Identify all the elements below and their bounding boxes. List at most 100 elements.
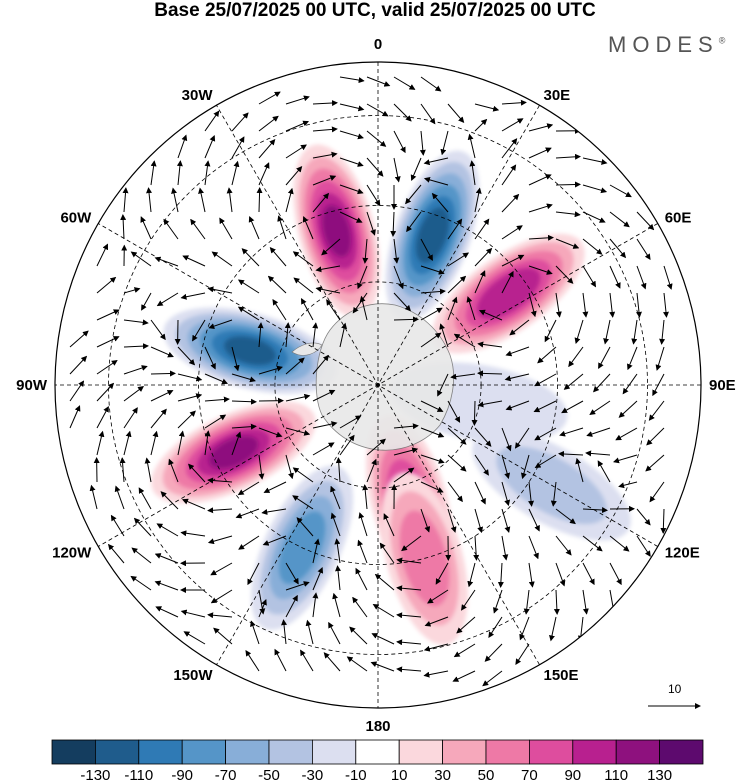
wind-vector	[146, 187, 153, 213]
wind-vector	[231, 112, 249, 132]
wind-vector	[424, 616, 449, 627]
wind-vector	[528, 562, 535, 588]
wind-vector	[469, 160, 476, 186]
wind-vector	[501, 535, 509, 561]
wind-vector	[190, 218, 206, 240]
wind-vector	[655, 346, 665, 371]
wind-vector	[474, 187, 482, 213]
wind-vector	[312, 538, 320, 564]
colorbar-swatch	[398, 739, 444, 765]
wind-vector	[582, 562, 595, 586]
anomaly-level	[208, 436, 259, 469]
wind-vector	[177, 134, 188, 159]
wind-vector	[406, 211, 422, 233]
wind-vector	[435, 562, 449, 585]
wind-vector	[231, 346, 240, 372]
colorbar-tick-label: -130	[80, 767, 110, 783]
wind-vector	[474, 247, 493, 267]
wind-vector	[618, 400, 638, 418]
wind-vector	[362, 484, 369, 510]
wind-vector	[393, 238, 400, 264]
wind-vector	[593, 373, 611, 393]
wind-vector	[285, 393, 311, 402]
wind-vector	[582, 211, 606, 223]
wind-vector	[636, 535, 651, 557]
wind-vector	[662, 292, 669, 318]
wind-vector	[188, 463, 206, 483]
wind-vector	[515, 643, 530, 665]
wind-vector	[140, 216, 152, 240]
wind-vector	[262, 535, 287, 546]
wind-vector	[237, 279, 260, 294]
wind-vector	[420, 265, 445, 275]
wind-vector	[328, 621, 341, 645]
wind-vector	[339, 130, 364, 140]
wind-vector	[631, 319, 638, 345]
wind-vector	[520, 454, 530, 480]
colorbar-swatch	[95, 739, 140, 765]
wind-vector	[150, 430, 159, 456]
wind-vector	[258, 365, 283, 375]
wind-vector	[312, 100, 338, 107]
colorbar-tick-label: -10	[345, 767, 367, 783]
anomaly-level	[224, 336, 276, 366]
wind-vector	[258, 91, 281, 105]
wind-vector	[339, 157, 364, 167]
colorbar-tick-label: 50	[478, 767, 495, 783]
colorbar-swatch	[572, 739, 617, 765]
anomaly-center-negative	[163, 307, 337, 395]
wind-vector	[263, 481, 287, 493]
wind-vector	[439, 323, 449, 348]
wind-vector	[357, 265, 368, 290]
wind-vector	[198, 187, 206, 213]
wind-vector	[537, 346, 557, 364]
wind-vector	[257, 322, 264, 348]
wind-vector	[366, 458, 377, 483]
wind-vector	[528, 203, 553, 213]
wind-vector	[645, 454, 665, 472]
wind-vector	[312, 151, 338, 159]
wind-vector	[250, 620, 260, 645]
wind-vector	[176, 160, 183, 186]
wind-vector	[183, 631, 206, 645]
wind-vector	[285, 144, 307, 159]
wind-vector	[420, 103, 436, 125]
wind-vector	[544, 319, 557, 343]
wind-vector	[456, 616, 476, 634]
wind-vector	[366, 184, 381, 207]
wind-vector	[154, 256, 179, 267]
wind-vector	[312, 421, 338, 429]
colorbar-swatch	[442, 739, 487, 765]
wind-vector	[192, 319, 206, 342]
reference-vector-label: 10	[668, 682, 682, 696]
wind-vector	[467, 562, 476, 588]
chart-title: Base 25/07/2025 00 UTC, valid 25/07/2025…	[154, 0, 596, 21]
wind-vector	[133, 517, 152, 537]
wind-vector	[300, 649, 314, 672]
wind-vector	[312, 442, 335, 456]
wind-vector	[383, 513, 395, 537]
anomaly-center-positive	[293, 144, 381, 318]
wind-vector	[558, 450, 584, 457]
peninsula-outline	[291, 342, 323, 356]
wind-vector	[609, 562, 622, 586]
colorbar: -130 -110 -90 -70 -50 -30 -10 10 30 50 70 90 110 130	[51, 739, 704, 783]
wind-vector	[390, 211, 397, 237]
wind-vector	[534, 427, 557, 441]
longitude-label: 60E	[665, 210, 692, 227]
wind-vector	[636, 508, 651, 526]
south-pole-marker	[376, 383, 380, 387]
wind-vector	[362, 238, 369, 264]
wind-vector	[528, 174, 552, 186]
wind-vector	[555, 153, 581, 160]
wind-vector	[237, 306, 260, 321]
wind-vector	[582, 184, 608, 194]
wind-vector	[238, 535, 260, 550]
wind-vector	[440, 130, 449, 156]
wind-vector	[474, 481, 486, 505]
wind-vector	[609, 292, 616, 318]
longitude-label: 60W	[60, 210, 92, 227]
wind-vector	[450, 373, 476, 380]
wind-vector	[96, 382, 115, 402]
wind-vector	[589, 400, 611, 415]
